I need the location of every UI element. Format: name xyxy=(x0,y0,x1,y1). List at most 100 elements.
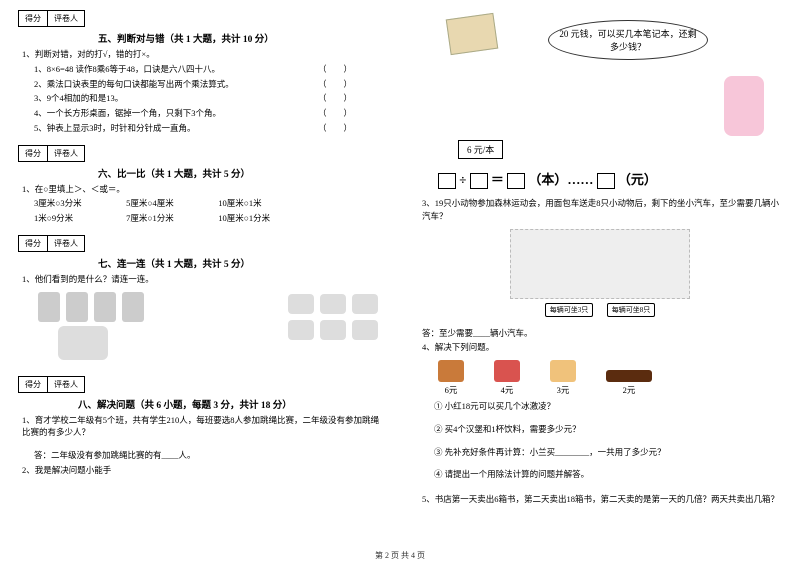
paren: （ ） xyxy=(318,122,352,135)
section-5-header: 得分 评卷人 五、判断对与错（共 1 大题，共计 10 分） xyxy=(18,10,382,45)
section-8-header: 得分 评卷人 八、解决问题（共 6 小题，每题 3 分，共计 18 分） xyxy=(18,376,382,411)
formula-unit: （元） xyxy=(618,172,657,187)
food-price: 2元 xyxy=(623,385,636,395)
right-column: 20 元钱，可以买几本笔记本，还剩多少钱？ 6 元/本 ÷ ＝ （本）…… （元… xyxy=(400,0,800,540)
s5-item-4-text: 4、一个长方形桌面，锯掉一个角，只剩下3个角。 xyxy=(34,108,221,118)
paren: （ ） xyxy=(318,107,352,120)
bus-label-big: 每辆可坐8只 xyxy=(607,303,656,317)
objects-row xyxy=(288,294,408,340)
s5-item-3-text: 3、9个4相加的和是13。 xyxy=(34,93,123,103)
score-box-8: 得分 评卷人 xyxy=(18,376,85,393)
grader-label: 评卷人 xyxy=(48,11,84,26)
food-row: 6元 4元 3元 2元 xyxy=(438,360,782,396)
s6-r1-c2: 5厘米○4厘米 xyxy=(126,197,216,210)
bus-labels: 每辆可坐3只 每辆可坐8只 xyxy=(418,303,782,317)
food-item: 6元 xyxy=(438,360,464,396)
q4-3: ③ 先补充好条件再计算：小兰买________，一共用了多少元？ xyxy=(434,446,782,459)
object-icon xyxy=(288,294,314,314)
score-label: 得分 xyxy=(19,377,48,392)
q4-2: ② 买4个汉堡和1杯饮料，需要多少元？ xyxy=(434,423,782,436)
q3-text: 3、19只小动物参加森林运动会，用面包车送走8只小动物后，剩下的坐小汽车，至少需… xyxy=(422,197,782,223)
score-box-6: 得分 评卷人 xyxy=(18,145,85,162)
s5-item-4: 4、一个长方形桌面，锯掉一个角，只剩下3个角。 （ ） xyxy=(34,107,382,120)
kid-icon xyxy=(38,292,60,322)
s6-row-1: 3厘米○3分米 5厘米○4厘米 10厘米○1米 xyxy=(34,197,382,210)
section-8-title: 八、解决问题（共 6 小题，每题 3 分，共计 18 分） xyxy=(78,397,292,411)
object-icon xyxy=(320,320,346,340)
grader-label: 评卷人 xyxy=(48,236,84,251)
section-5-title: 五、判断对与错（共 1 大题，共计 10 分） xyxy=(98,31,274,45)
score-label: 得分 xyxy=(19,146,48,161)
girl-icon xyxy=(724,76,764,136)
score-box-5: 得分 评卷人 xyxy=(18,10,85,27)
s5-item-3: 3、9个4相加的和是13。 （ ） xyxy=(34,92,382,105)
speech-text: 20 元钱，可以买几本笔记本，还剩多少钱？ xyxy=(559,29,696,52)
q4-1: ① 小红18元可以买几个冰激凌？ xyxy=(434,400,782,413)
object-icon xyxy=(352,320,378,340)
formula-box xyxy=(438,173,456,189)
q4-lead: 4、解决下列问题。 xyxy=(422,341,782,354)
hamburger-icon xyxy=(438,360,464,382)
food-price: 6元 xyxy=(445,385,458,395)
section-6-title: 六、比一比（共 1 大题，共计 5 分） xyxy=(98,166,250,180)
bus-scene-image xyxy=(510,229,690,299)
grader-label: 评卷人 xyxy=(48,146,84,161)
food-item: 3元 xyxy=(550,360,576,396)
s6-r2-c2: 7厘米○1分米 xyxy=(126,212,216,225)
s6-row-2: 1米○9分米 7厘米○1分米 10厘米○1分米 xyxy=(34,212,382,225)
speech-bubble: 20 元钱，可以买几本笔记本，还剩多少钱？ xyxy=(548,20,708,60)
s8-q1-answer: 答：二年级没有参加跳绳比赛的有____人。 xyxy=(34,449,382,462)
kid-icon xyxy=(94,292,116,322)
paren: （ ） xyxy=(318,92,352,105)
icecream-icon xyxy=(550,360,576,382)
s8-q1: 1、育才学校二年级有5个班，共有学生210人，每班要选8人参加跳绳比赛，二年级没… xyxy=(22,414,382,440)
s6-r1-c1: 3厘米○3分米 xyxy=(34,197,124,210)
page-footer: 第 2 页 共 4 页 xyxy=(0,550,800,561)
kid-icon xyxy=(66,292,88,322)
food-price: 3元 xyxy=(557,385,570,395)
grader-label: 评卷人 xyxy=(48,377,84,392)
left-column: 得分 评卷人 五、判断对与错（共 1 大题，共计 10 分） 1、判断对错，对的… xyxy=(0,0,400,540)
division-formula: ÷ ＝ （本）…… （元） xyxy=(438,169,782,189)
chocolate-icon xyxy=(606,370,652,382)
object-icon xyxy=(352,294,378,314)
s6-lead: 1、在○里填上＞、＜或＝。 xyxy=(22,183,382,196)
pig-icon xyxy=(58,326,108,360)
formula-tail: （本）…… xyxy=(528,172,593,187)
q4-4: ④ 请提出一个用除法计算的问题并解答。 xyxy=(434,468,782,481)
formula-box xyxy=(597,173,615,189)
s6-r2-c3: 10厘米○1分米 xyxy=(218,212,308,225)
s7-illustration xyxy=(18,292,382,370)
q5-text: 5、书店第一天卖出6箱书，第二天卖出18箱书，第二天卖的是第一天的几倍？两天共卖… xyxy=(422,493,782,506)
paren: （ ） xyxy=(318,63,352,76)
section-7-header: 得分 评卷人 七、连一连（共 1 大题，共计 5 分） xyxy=(18,235,382,270)
s5-item-1-text: 1、8×6=48 读作8乘6等于48，口诀是六八四十八。 xyxy=(34,64,220,74)
object-icon xyxy=(320,294,346,314)
object-icon xyxy=(288,320,314,340)
score-label: 得分 xyxy=(19,11,48,26)
food-price: 4元 xyxy=(501,385,514,395)
formula-box xyxy=(470,173,488,189)
s6-r1-c3: 10厘米○1米 xyxy=(218,197,308,210)
s5-item-1: 1、8×6=48 读作8乘6等于48，口诀是六八四十八。 （ ） xyxy=(34,63,382,76)
notebook-scene: 20 元钱，可以买几本笔记本，还剩多少钱？ xyxy=(418,16,782,136)
s6-r2-c1: 1米○9分米 xyxy=(34,212,124,225)
notebook-icon xyxy=(446,13,499,55)
s8-q2: 2、我是解决问题小能手 xyxy=(22,464,382,477)
s5-item-2-text: 2、乘法口诀表里的每句口诀都能写出两个乘法算式。 xyxy=(34,79,234,89)
q3-answer: 答：至少需要____辆小汽车。 xyxy=(422,327,782,340)
score-label: 得分 xyxy=(19,236,48,251)
drink-icon xyxy=(494,360,520,382)
section-7-title: 七、连一连（共 1 大题，共计 5 分） xyxy=(98,256,250,270)
s5-item-5-text: 5、钟表上显示3时，时针和分针成一直角。 xyxy=(34,123,196,133)
price-tag: 6 元/本 xyxy=(458,140,503,159)
s7-lead: 1、他们看到的是什么？请连一连。 xyxy=(22,273,382,286)
s5-item-2: 2、乘法口诀表里的每句口诀都能写出两个乘法算式。 （ ） xyxy=(34,78,382,91)
kid-icon xyxy=(122,292,144,322)
paren: （ ） xyxy=(318,78,352,91)
s5-item-5: 5、钟表上显示3时，时针和分针成一直角。 （ ） xyxy=(34,122,382,135)
score-box-7: 得分 评卷人 xyxy=(18,235,85,252)
s5-lead: 1、判断对错，对的打√，错的打×。 xyxy=(22,48,382,61)
bus-label-small: 每辆可坐3只 xyxy=(545,303,594,317)
food-item: 2元 xyxy=(606,370,652,396)
